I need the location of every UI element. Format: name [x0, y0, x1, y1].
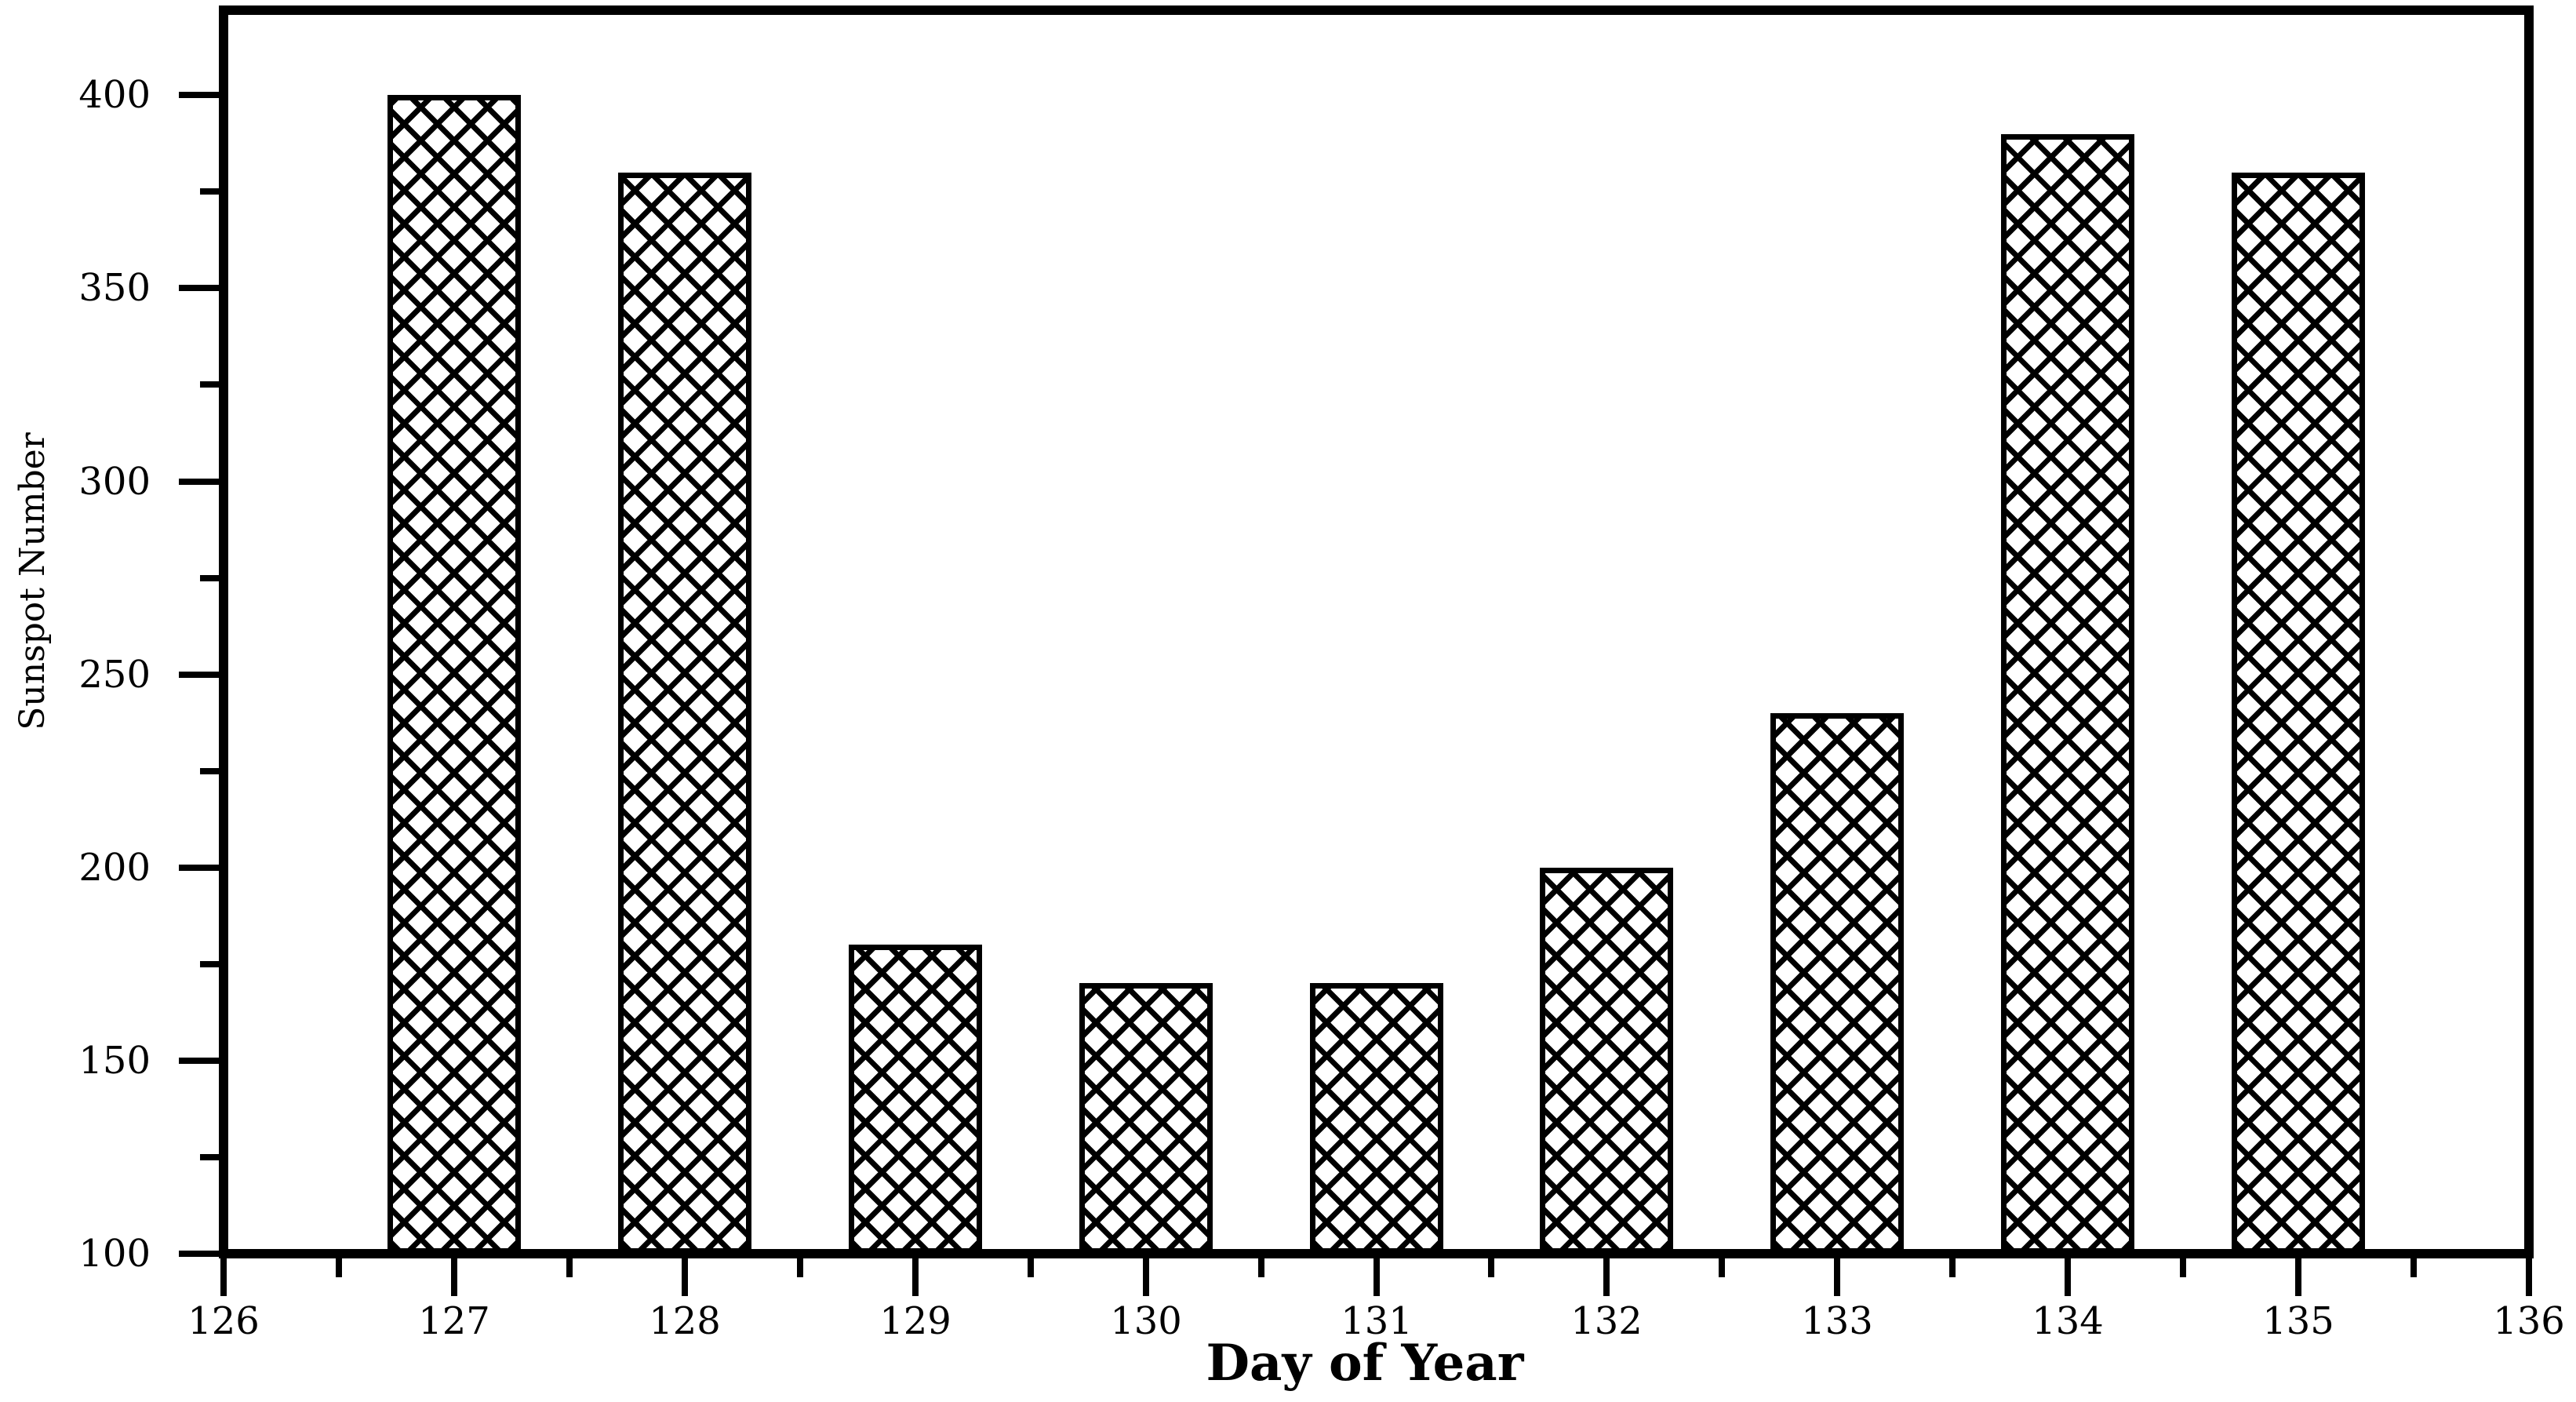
- y-minor-tick-125: [200, 1154, 224, 1160]
- x-minor-tick-134.5: [2180, 1258, 2186, 1277]
- x-minor-tick-135.5: [2410, 1258, 2417, 1277]
- y-major-tick-150: [179, 1058, 224, 1064]
- x-minor-tick-131.5: [1488, 1258, 1494, 1277]
- y-major-tick-400: [179, 92, 224, 98]
- x-tick-label-129: 129: [879, 1299, 951, 1343]
- y-tick-label-400: 400: [78, 73, 151, 117]
- x-major-tick-127: [451, 1258, 457, 1296]
- x-major-tick-130: [1143, 1258, 1149, 1296]
- y-minor-tick-375: [200, 188, 224, 195]
- x-major-tick-126: [220, 1258, 227, 1296]
- y-major-tick-200: [179, 865, 224, 871]
- bar-day-130: [1079, 983, 1213, 1254]
- x-minor-tick-126.5: [336, 1258, 342, 1277]
- y-tick-label-350: 350: [78, 266, 151, 310]
- x-tick-label-126: 126: [187, 1299, 260, 1343]
- x-minor-tick-128.5: [797, 1258, 803, 1277]
- x-major-tick-131: [1374, 1258, 1380, 1296]
- y-major-tick-300: [179, 479, 224, 485]
- y-tick-label-100: 100: [78, 1232, 151, 1276]
- bar-day-129: [849, 945, 982, 1254]
- bar-day-132: [1540, 868, 1673, 1254]
- x-minor-tick-130.5: [1258, 1258, 1264, 1277]
- x-tick-label-135: 135: [2262, 1299, 2334, 1343]
- x-tick-label-131: 131: [1341, 1299, 1413, 1343]
- y-tick-label-250: 250: [78, 653, 151, 697]
- y-minor-tick-225: [200, 768, 224, 774]
- y-major-tick-350: [179, 285, 224, 291]
- y-axis-title: Sunspot Number: [13, 432, 53, 730]
- bar-day-134: [2001, 134, 2134, 1254]
- y-major-tick-250: [179, 672, 224, 678]
- x-axis-title: Day of Year: [1206, 1334, 1524, 1393]
- y-minor-tick-275: [200, 575, 224, 581]
- bar-day-127: [387, 95, 521, 1254]
- x-minor-tick-129.5: [1028, 1258, 1034, 1277]
- x-tick-label-127: 127: [418, 1299, 490, 1343]
- y-major-tick-100: [179, 1251, 224, 1257]
- x-major-tick-135: [2295, 1258, 2301, 1296]
- y-minor-tick-175: [200, 961, 224, 967]
- y-tick-label-300: 300: [78, 460, 151, 504]
- x-major-tick-128: [682, 1258, 688, 1296]
- plot-frame: [219, 5, 2534, 1258]
- y-tick-label-200: 200: [78, 846, 151, 890]
- x-major-tick-136: [2526, 1258, 2532, 1296]
- x-minor-tick-132.5: [1719, 1258, 1725, 1277]
- x-tick-label-132: 132: [1570, 1299, 1643, 1343]
- bar-day-131: [1310, 983, 1443, 1254]
- x-major-tick-129: [912, 1258, 919, 1296]
- x-tick-label-133: 133: [1801, 1299, 1873, 1343]
- y-tick-label-150: 150: [78, 1039, 151, 1083]
- y-minor-tick-325: [200, 381, 224, 388]
- x-major-tick-132: [1603, 1258, 1610, 1296]
- x-tick-label-134: 134: [2032, 1299, 2104, 1343]
- x-tick-label-130: 130: [1110, 1299, 1182, 1343]
- x-major-tick-134: [2065, 1258, 2071, 1296]
- x-tick-label-128: 128: [649, 1299, 721, 1343]
- x-major-tick-133: [1834, 1258, 1840, 1296]
- x-tick-label-136: 136: [2493, 1299, 2565, 1343]
- bar-day-133: [1770, 713, 1904, 1254]
- bar-day-128: [618, 173, 751, 1254]
- x-minor-tick-133.5: [1949, 1258, 1956, 1277]
- bar-day-135: [2232, 173, 2365, 1254]
- x-minor-tick-127.5: [566, 1258, 573, 1277]
